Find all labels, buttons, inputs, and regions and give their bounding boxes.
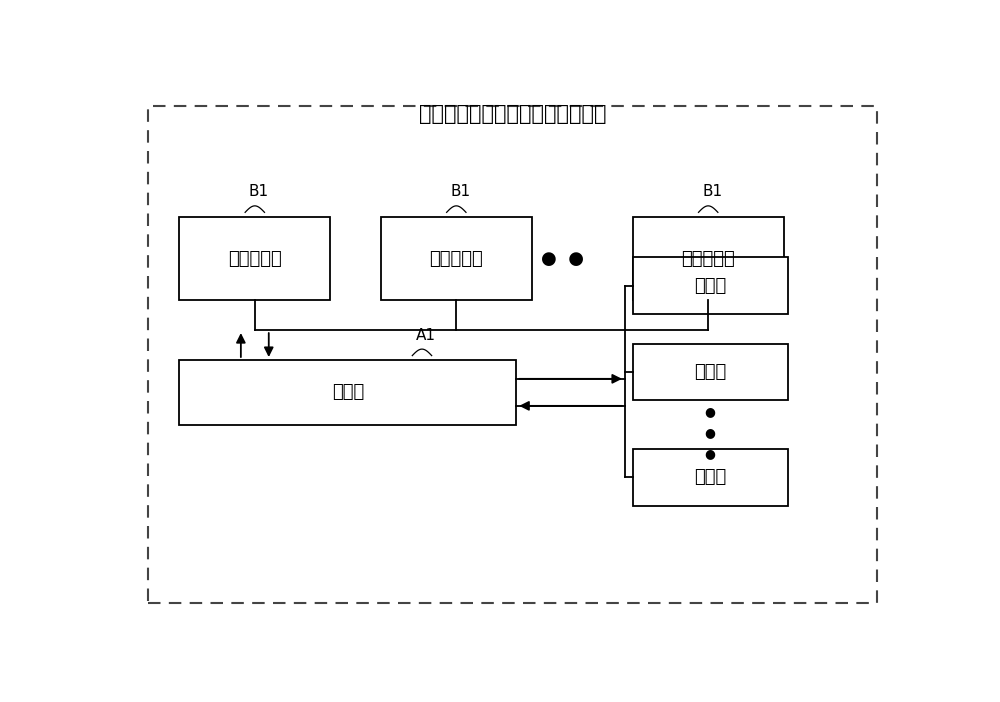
Text: 基于核磁测试的毛管压力确定系统: 基于核磁测试的毛管压力确定系统	[419, 104, 606, 124]
Text: B1: B1	[702, 185, 722, 199]
Text: 数据库: 数据库	[694, 468, 726, 486]
Bar	[179, 360, 516, 425]
Text: B1: B1	[450, 185, 470, 199]
Text: ●  ●: ● ●	[541, 250, 584, 268]
Bar	[633, 344, 788, 400]
Text: 测试设备端: 测试设备端	[429, 250, 483, 267]
Text: B1: B1	[249, 185, 269, 199]
Text: A1: A1	[416, 328, 436, 343]
Bar	[633, 217, 784, 300]
Bar	[381, 217, 532, 300]
Text: 测试设备端: 测试设备端	[228, 250, 282, 267]
Text: 数据库: 数据库	[694, 277, 726, 295]
Text: 服务器: 服务器	[332, 383, 364, 402]
Text: 测试设备端: 测试设备端	[681, 250, 735, 267]
Text: 数据库: 数据库	[694, 363, 726, 381]
Bar	[179, 217, 330, 300]
Bar	[633, 449, 788, 506]
Text: ●
●
●: ● ● ●	[705, 405, 716, 461]
Bar	[633, 257, 788, 314]
